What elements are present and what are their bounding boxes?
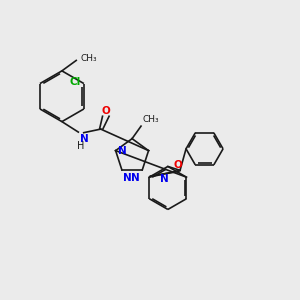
Text: N: N	[131, 173, 140, 183]
Text: O: O	[102, 106, 110, 116]
Text: N: N	[80, 134, 88, 144]
Text: CH₃: CH₃	[142, 115, 159, 124]
Text: N: N	[160, 174, 169, 184]
Text: Cl: Cl	[69, 77, 80, 87]
Text: H: H	[77, 141, 84, 151]
Text: N: N	[123, 173, 132, 183]
Text: N: N	[118, 146, 127, 156]
Text: CH₃: CH₃	[81, 54, 97, 63]
Text: O: O	[173, 160, 182, 170]
